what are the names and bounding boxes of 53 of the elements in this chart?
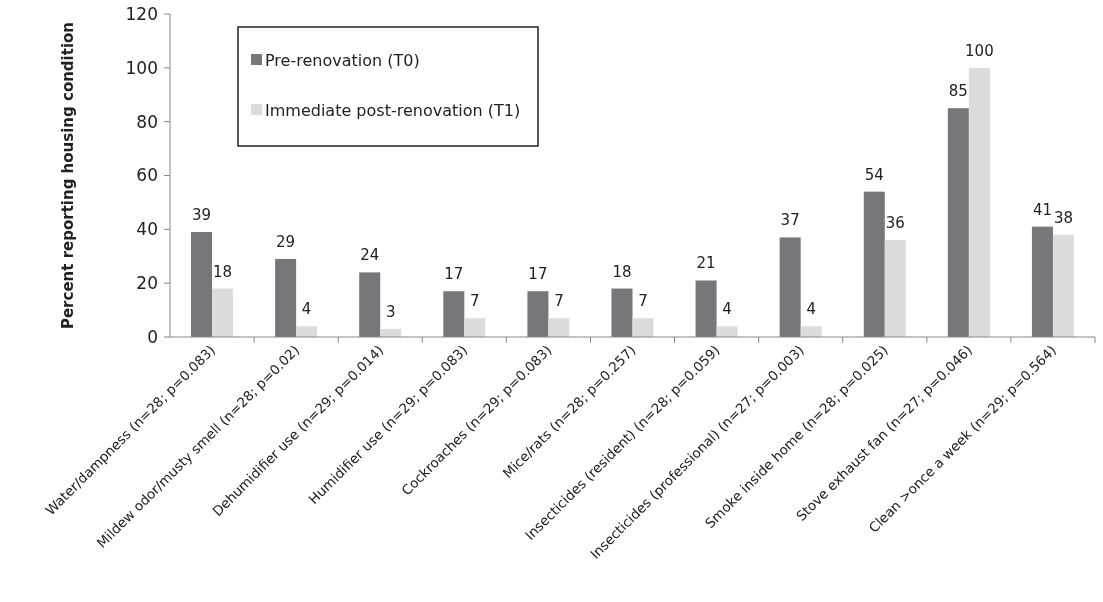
data-label: 21 [696, 254, 716, 273]
data-label: 7 [554, 292, 564, 311]
bar [779, 237, 801, 337]
bar [716, 326, 738, 337]
data-label: 17 [444, 265, 464, 284]
bar [548, 318, 570, 337]
bar [191, 232, 213, 337]
y-tick-label: 120 [125, 3, 158, 24]
data-label: 24 [360, 246, 380, 265]
legend-label: Pre-renovation (T0) [265, 50, 420, 70]
bar [443, 291, 465, 337]
data-label: 54 [864, 165, 884, 184]
data-label: 3 [385, 302, 396, 321]
data-label: 18 [612, 262, 632, 281]
y-tick-label: 100 [125, 57, 158, 78]
bar [863, 191, 885, 337]
data-label: 4 [301, 300, 312, 319]
bar [800, 326, 822, 337]
data-label: 36 [885, 214, 905, 233]
bar [527, 291, 549, 337]
data-label: 85 [948, 82, 968, 101]
data-label: 29 [276, 232, 296, 251]
bar [275, 258, 297, 337]
data-label: 4 [806, 300, 816, 319]
bar [464, 318, 486, 337]
data-label: 7 [638, 292, 648, 311]
bar [296, 326, 318, 337]
data-label: 18 [213, 262, 233, 281]
data-label: 37 [780, 211, 800, 230]
y-tick-label: 0 [147, 326, 158, 347]
data-label: 100 [965, 41, 994, 60]
data-label: 39 [191, 206, 212, 225]
y-tick-label: 20 [136, 273, 158, 294]
data-label: 38 [1053, 208, 1074, 227]
y-tick-label: 40 [136, 219, 158, 240]
data-label: 4 [722, 300, 732, 319]
data-label: 17 [528, 265, 548, 284]
bar [884, 240, 906, 337]
data-label: 41 [1032, 200, 1052, 219]
bar [212, 288, 234, 337]
bar [359, 272, 381, 337]
bar [695, 280, 717, 337]
bar [968, 67, 990, 337]
data-label: 7 [470, 292, 480, 311]
bar [632, 318, 654, 337]
legend-label: Immediate post-renovation (T1) [265, 100, 521, 120]
bar [947, 108, 969, 337]
bar [1031, 226, 1053, 337]
y-tick-label: 80 [136, 111, 158, 132]
y-tick-label: 60 [136, 165, 158, 186]
bar [1052, 234, 1074, 337]
bar [611, 288, 633, 337]
y-axis-title: Percent reporting housing condition [59, 21, 77, 330]
